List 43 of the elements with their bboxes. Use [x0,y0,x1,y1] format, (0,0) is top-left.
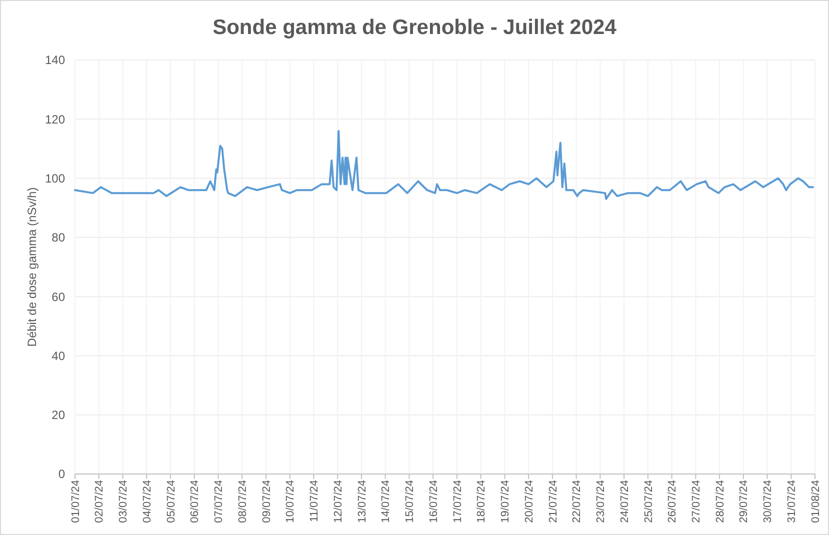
x-tick-label: 08/07/24 [236,480,249,523]
y-tick-label: 60 [52,290,66,304]
x-tick-label: 20/07/24 [523,480,536,523]
x-tick-label: 28/07/24 [714,480,726,523]
x-tick-label: 06/07/24 [189,480,202,523]
x-tick-label: 29/07/24 [738,480,750,523]
x-tick-label: 21/07/24 [547,480,560,523]
x-tick-label: 17/07/24 [452,480,464,523]
x-tick-label: 15/07/24 [404,480,416,523]
x-tick-label: 31/07/24 [786,480,798,523]
y-tick-label: 40 [52,348,66,363]
y-tick-label: 120 [44,112,66,126]
x-tick-label: 01/08/24 [810,480,822,523]
x-tick-label: 09/07/24 [260,480,273,523]
x-tick-label: 23/07/24 [595,480,608,523]
x-tick-label: 01/07/24 [70,480,82,523]
x-tick-label: 19/07/24 [500,480,512,523]
x-tick-label: 04/07/24 [141,480,154,523]
x-tick-label: 03/07/24 [118,480,130,523]
y-tick-label: 20 [52,408,66,422]
y-tick-label: 80 [52,230,66,245]
x-tick-label: 30/07/24 [762,480,774,523]
x-tick-label: 02/07/24 [94,480,106,523]
y-tick-label: 100 [44,171,66,186]
chart-title: Sonde gamma de Grenoble - Juillet 2024 [212,16,617,39]
y-tick-label: 140 [44,53,66,68]
x-tick-label: 27/07/24 [690,480,702,523]
x-tick-label: 25/07/24 [642,480,655,523]
x-tick-label: 24/07/24 [618,480,631,523]
x-tick-label: 16/07/24 [428,480,440,523]
x-tick-label: 22/07/24 [571,480,584,523]
x-tick-label: 18/07/24 [476,480,488,523]
x-tick-label: 05/07/24 [165,480,178,523]
x-tick-label: 26/07/24 [666,480,679,523]
y-tick-label: 0 [58,467,66,482]
y-axis-title: Débit de dose gamma (nSv/h) [25,187,39,347]
x-tick-label: 14/07/24 [380,480,392,523]
x-tick-label: 10/07/24 [284,480,297,523]
x-tick-label: 07/07/24 [213,480,226,523]
x-tick-label: 13/07/24 [356,480,368,523]
x-tick-label: 11/07/24 [308,480,321,522]
line-series [74,130,814,200]
x-tick-label: 12/07/24 [332,480,344,523]
